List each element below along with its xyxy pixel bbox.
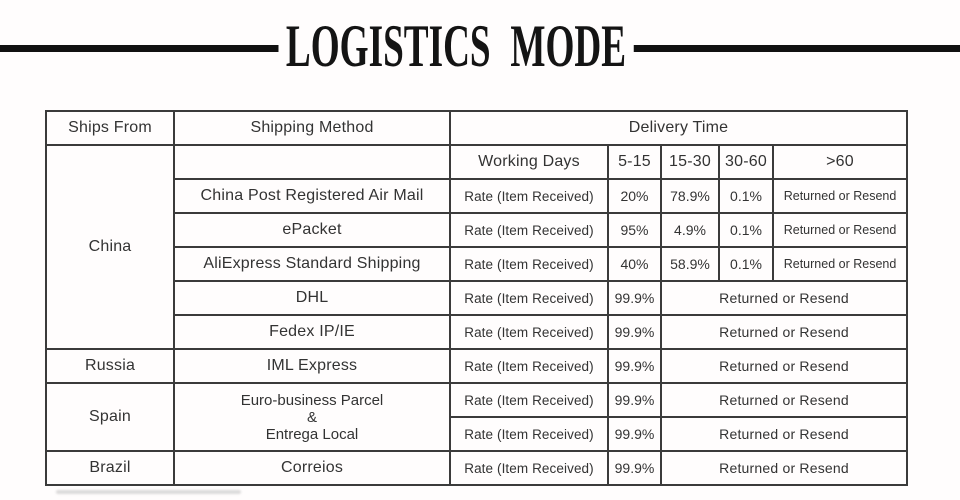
method-iml: IML Express	[173, 348, 451, 384]
rate-label-cell: Rate (Item Received)	[449, 382, 609, 418]
title-rule-left	[0, 45, 313, 52]
header-range-5-15: 5-15	[607, 144, 662, 180]
header-range-over-60: >60	[771, 144, 909, 180]
table-row: AliExpress Standard Shipping Rate (Item …	[46, 246, 909, 282]
method-spain: Euro-business Parcel & Entrega Local	[173, 382, 451, 452]
table-row: Fedex IP/IE Rate (Item Received) 99.9% R…	[46, 314, 909, 350]
table-row: Russia IML Express Rate (Item Received) …	[45, 348, 909, 384]
cell-returned-merged: Returned or Resend	[659, 450, 909, 486]
title-rule-right	[601, 45, 960, 52]
method-epacket: ePacket	[173, 212, 451, 248]
rate-label-cell: Rate (Item Received)	[449, 212, 609, 248]
method-aliexpress: AliExpress Standard Shipping	[173, 246, 451, 282]
header-delivery-time: Delivery Time	[448, 110, 909, 146]
header-ships-from: Ships From	[45, 110, 175, 146]
method-fedex: Fedex IP/IE	[173, 314, 451, 350]
cell-returned: Returned or Resend	[771, 246, 909, 282]
header-range-15-30: 15-30	[660, 144, 720, 180]
table-row: Brazil Correios Rate (Item Received) 99.…	[45, 450, 909, 486]
cell-rate-5-15: 20%	[607, 178, 662, 214]
subheader-row: China Working Days 5-15 15-30 30-60 >60	[45, 144, 909, 350]
method-china-post: China Post Registered Air Mail	[173, 178, 451, 214]
country-russia: Russia	[45, 348, 175, 384]
table-row: DHL Rate (Item Received) 99.9% Returned …	[46, 280, 909, 316]
cell-rate-30-60: 0.1%	[718, 212, 774, 248]
header-working-days: Working Days	[449, 144, 609, 180]
country-china: China	[45, 144, 175, 350]
cell-rate-5-15: 99.9%	[607, 450, 662, 486]
country-brazil: Brazil	[45, 450, 175, 486]
cell-returned-merged: Returned or Resend	[659, 382, 909, 418]
table-row: Spain Euro-business Parcel & Entrega Loc…	[45, 382, 909, 452]
rate-label-cell: Rate (Item Received)	[449, 450, 609, 486]
rate-label-cell: Rate (Item Received)	[449, 280, 609, 316]
header-row: Ships From Shipping Method Delivery Time	[45, 110, 909, 146]
cell-rate-5-15: 99.9%	[607, 348, 662, 384]
cell-returned: Returned or Resend	[771, 178, 909, 214]
rate-label-cell: Rate (Item Received)	[449, 314, 609, 350]
cell-rate-5-15: 99.9%	[607, 314, 662, 350]
cell-rate-5-15: 99.9%	[607, 416, 662, 452]
cell-rate-5-15: 99.9%	[607, 382, 662, 418]
cell-rate-15-30: 78.9%	[660, 178, 720, 214]
method-spain-line-1: Euro-business Parcel	[240, 391, 384, 409]
page-title: LOGISTICS MODE	[278, 12, 634, 80]
header-shipping-method: Shipping Method	[173, 110, 451, 146]
method-empty-cell	[173, 144, 451, 180]
scan-smudge	[56, 490, 241, 494]
cell-rate-15-30: 4.9%	[660, 212, 720, 248]
header-range-30-60: 30-60	[718, 144, 774, 180]
cell-rate-30-60: 0.1%	[718, 178, 774, 214]
cell-rate-5-15: 99.9%	[607, 280, 662, 316]
cell-returned: Returned or Resend	[771, 212, 909, 248]
method-dhl: DHL	[173, 280, 451, 316]
cell-returned-merged: Returned or Resend	[659, 314, 909, 350]
cell-returned-merged: Returned or Resend	[659, 280, 909, 316]
method-spain-line-3: Entrega Local	[265, 425, 359, 443]
cell-returned-merged: Returned or Resend	[659, 416, 909, 452]
cell-rate-5-15: 40%	[607, 246, 662, 282]
cell-rate-30-60: 0.1%	[718, 246, 774, 282]
rate-label-cell: Rate (Item Received)	[449, 246, 609, 282]
country-spain: Spain	[45, 382, 175, 452]
logistics-table: Ships From Shipping Method Delivery Time…	[45, 110, 909, 486]
rate-label-cell: Rate (Item Received)	[449, 348, 609, 384]
rate-label-cell: Rate (Item Received)	[449, 416, 609, 452]
cell-returned-merged: Returned or Resend	[659, 348, 909, 384]
table-row: China Post Registered Air Mail Rate (Ite…	[46, 178, 909, 214]
cell-rate-5-15: 95%	[607, 212, 662, 248]
method-correios: Correios	[173, 450, 451, 486]
rate-label-cell: Rate (Item Received)	[449, 178, 609, 214]
table-row: Rate (Item Received) 99.9% Returned or R…	[46, 416, 909, 452]
table-row: ePacket Rate (Item Received) 95% 4.9% 0.…	[46, 212, 909, 248]
cell-rate-15-30: 58.9%	[660, 246, 720, 282]
method-spain-line-2: &	[306, 408, 317, 426]
